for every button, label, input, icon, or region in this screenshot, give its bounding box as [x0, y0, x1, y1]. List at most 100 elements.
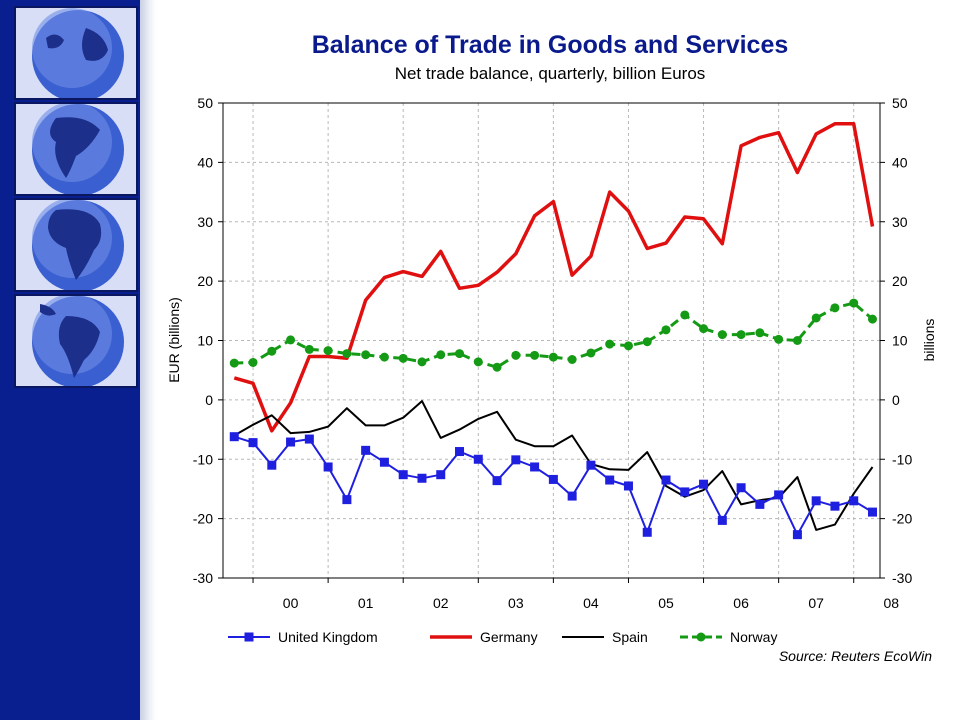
data-point-united-kingdom [811, 496, 821, 506]
chart-title: Balance of Trade in Goods and Services [312, 31, 789, 59]
chart-subtitle: Net trade balance, quarterly, billion Eu… [395, 64, 706, 83]
globe-image-1 [14, 6, 138, 100]
data-point-norway [267, 346, 277, 356]
x-tick-label: 05 [658, 595, 674, 611]
source-note: Source: Reuters EcoWin [779, 648, 932, 664]
data-point-united-kingdom [623, 481, 633, 491]
data-point-norway [567, 355, 577, 364]
globe-image-4 [14, 294, 138, 388]
data-point-united-kingdom [755, 499, 765, 509]
data-point-norway [811, 313, 821, 323]
data-point-united-kingdom [361, 445, 371, 455]
y-tick-label-right: 0 [892, 392, 900, 408]
legend-label: Germany [480, 629, 538, 645]
data-point-norway [436, 350, 446, 360]
y-tick-label-right: 20 [892, 273, 908, 289]
x-tick-label: 07 [808, 595, 824, 611]
series-line-spain [233, 400, 874, 531]
data-point-united-kingdom [229, 432, 239, 442]
legend: United Kingdom Germany Spain Norway [228, 629, 777, 645]
data-point-norway [286, 335, 296, 345]
series-line-norway [234, 301, 874, 369]
y-tick-label-right: -10 [892, 451, 912, 467]
data-point-norway [323, 346, 333, 356]
y-tick-label-left: -30 [193, 570, 213, 586]
data-point-norway [455, 349, 465, 359]
x-tick-label: 01 [358, 595, 374, 611]
data-point-united-kingdom [398, 470, 408, 480]
data-point-united-kingdom [849, 496, 859, 506]
data-point-united-kingdom [455, 447, 465, 457]
data-point-norway [304, 344, 314, 354]
data-point-united-kingdom [717, 515, 727, 525]
x-tick-label: 03 [508, 595, 524, 611]
x-tick-label: 06 [733, 595, 749, 611]
data-point-norway [755, 328, 765, 338]
y-tick-label-left: 20 [197, 273, 213, 289]
data-point-norway [736, 330, 746, 340]
data-point-norway [229, 358, 239, 368]
band-edge [140, 0, 156, 720]
series-line-germany [233, 122, 875, 433]
data-point-norway [867, 314, 877, 324]
y-tick-label-right: 40 [892, 154, 908, 170]
data-point-united-kingdom [736, 483, 746, 493]
globe-image-3 [14, 198, 138, 292]
gridlines [223, 103, 880, 578]
y-axis-label-left: EUR (billions) [166, 297, 182, 383]
data-point-united-kingdom [586, 460, 596, 470]
data-point-norway [398, 353, 408, 363]
data-point-united-kingdom [605, 475, 615, 485]
y-tick-label-right: -20 [892, 511, 912, 527]
data-point-united-kingdom [286, 437, 296, 447]
y-tick-label-left: -10 [193, 451, 213, 467]
data-point-united-kingdom [567, 491, 577, 501]
data-point-united-kingdom [774, 490, 784, 500]
data-point-united-kingdom [511, 455, 521, 465]
data-point-norway [511, 350, 521, 360]
data-point-norway [379, 352, 389, 362]
y-tick-label-left: 10 [197, 333, 213, 349]
data-point-united-kingdom [323, 462, 333, 472]
data-point-united-kingdom [830, 501, 840, 511]
data-point-united-kingdom [248, 438, 258, 448]
data-point-united-kingdom [473, 454, 483, 464]
legend-marker [244, 632, 254, 642]
data-point-norway [417, 357, 427, 367]
data-point-norway [342, 349, 352, 359]
data-point-norway [623, 341, 633, 351]
data-point-norway [717, 330, 727, 340]
y-tick-label-right: 10 [892, 333, 908, 349]
data-point-united-kingdom [379, 457, 389, 467]
data-point-norway [361, 350, 371, 360]
data-point-norway [473, 357, 483, 367]
data-point-norway [680, 310, 690, 320]
data-point-united-kingdom [304, 434, 314, 444]
data-point-norway [248, 357, 258, 367]
legend-marker [696, 632, 706, 642]
legend-label: United Kingdom [278, 629, 378, 645]
data-point-united-kingdom [492, 476, 502, 486]
globe-image-2 [14, 102, 138, 196]
data-point-norway [492, 362, 502, 372]
data-point-norway [849, 298, 859, 308]
data-point-norway [792, 336, 802, 345]
data-point-united-kingdom [661, 475, 671, 485]
data-point-united-kingdom [699, 479, 709, 489]
y-tick-label-right: 30 [892, 214, 908, 230]
data-point-united-kingdom [417, 473, 427, 483]
data-point-united-kingdom [792, 530, 802, 540]
y-tick-label-left: -20 [193, 511, 213, 527]
data-point-norway [548, 352, 558, 362]
trade-balance-chart: Balance of Trade in Goods and Services N… [166, 31, 937, 664]
y-tick-label-right: -30 [892, 570, 912, 586]
x-tick-label: 04 [583, 595, 599, 611]
legend-label: Spain [612, 629, 648, 645]
y-tick-label-left: 50 [197, 95, 213, 111]
data-point-united-kingdom [530, 462, 540, 472]
data-point-norway [642, 337, 652, 347]
data-point-united-kingdom [548, 474, 558, 484]
y-axis-label-right: billions [921, 319, 937, 362]
data-point-united-kingdom [436, 470, 446, 480]
